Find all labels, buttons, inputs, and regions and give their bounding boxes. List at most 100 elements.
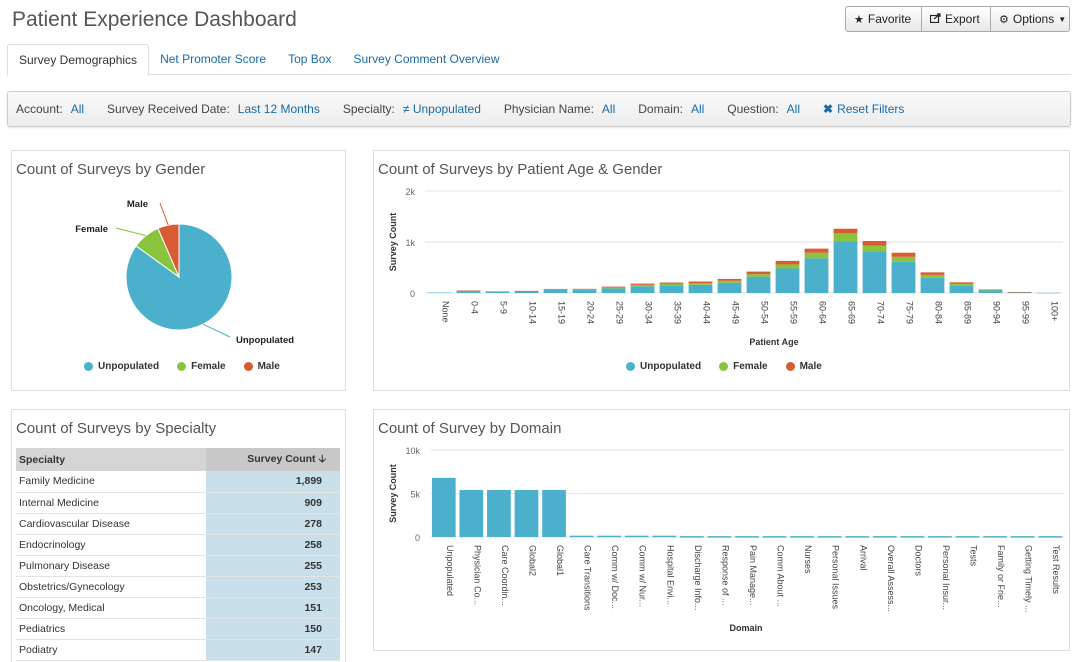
domain-bar[interactable] [597, 535, 622, 538]
domain-bar[interactable] [983, 536, 1007, 538]
column-header-survey-count[interactable]: Survey Count 🡣 [206, 448, 340, 471]
bar-segment-male[interactable] [862, 240, 887, 246]
domain-bar[interactable] [845, 536, 870, 538]
domain-bar[interactable] [624, 535, 649, 538]
table-row[interactable]: Internal Medicine 909 [16, 492, 340, 514]
favorite-button[interactable]: ★ Favorite [845, 6, 922, 32]
bar-segment-female[interactable] [746, 274, 771, 277]
legend-item-unpopulated[interactable]: Unpopulated [84, 361, 159, 372]
bar-segment-female[interactable] [862, 245, 887, 252]
options-button[interactable]: ⚙ Options ▼ [990, 6, 1070, 32]
domain-bar[interactable] [707, 536, 732, 538]
bar-segment-unpopulated[interactable] [659, 285, 684, 293]
domain-bar[interactable] [431, 477, 456, 537]
bar-segment-female[interactable] [572, 289, 597, 290]
bar-segment-female[interactable] [601, 287, 626, 289]
bar-segment-unpopulated[interactable] [630, 286, 655, 293]
bar-segment-female[interactable] [920, 274, 945, 278]
bar-segment-male[interactable] [717, 278, 742, 281]
bar-segment-male[interactable] [485, 291, 510, 292]
bar-segment-male[interactable] [920, 272, 945, 275]
bar-segment-female[interactable] [891, 256, 916, 262]
domain-bar[interactable] [680, 536, 704, 538]
filter-value[interactable]: All [690, 102, 705, 116]
domain-bar[interactable] [817, 536, 842, 538]
bar-segment-male[interactable] [630, 283, 655, 285]
bar-segment-unpopulated[interactable] [891, 261, 916, 293]
legend-item-male[interactable]: Male [785, 361, 822, 372]
table-row[interactable]: Obstetrics/Gynecology 253 [16, 576, 340, 598]
bar-segment-male[interactable] [456, 290, 481, 292]
table-row[interactable]: Oncology, Medical 151 [16, 597, 340, 619]
filter-value[interactable]: All [786, 102, 801, 116]
bar-segment-unpopulated[interactable] [833, 241, 858, 293]
bar-segment-unpopulated[interactable] [949, 285, 974, 293]
bar-segment-female[interactable] [717, 280, 742, 283]
bar-segment-male[interactable] [688, 281, 713, 284]
bar-segment-unpopulated[interactable] [775, 268, 800, 293]
domain-bar[interactable] [735, 536, 759, 538]
bar-segment-male[interactable] [659, 282, 684, 284]
bar-segment-female[interactable] [978, 289, 1003, 291]
table-row[interactable]: Family Medicine 1,899 [16, 471, 340, 493]
legend-item-female[interactable]: Female [177, 361, 226, 372]
table-row[interactable]: Podiatry 147 [16, 639, 340, 661]
bar-segment-unpopulated[interactable] [920, 277, 945, 293]
table-row[interactable]: Pediatrics 150 [16, 618, 340, 640]
bar-segment-unpopulated[interactable] [746, 276, 771, 293]
domain-bar[interactable] [955, 536, 980, 538]
bar-segment-unpopulated[interactable] [862, 251, 887, 293]
filter-value[interactable]: All [601, 102, 616, 116]
bar-segment-male[interactable] [543, 288, 568, 290]
domain-bar[interactable] [514, 490, 539, 537]
bar-segment-unpopulated[interactable] [717, 282, 742, 293]
column-header-specialty[interactable]: Specialty [16, 448, 206, 471]
bar-segment-female[interactable] [659, 283, 684, 286]
domain-bar[interactable] [487, 490, 511, 537]
bar-segment-unpopulated[interactable] [543, 289, 568, 293]
legend-item-male[interactable]: Male [243, 361, 280, 372]
filter-value[interactable]: Last 12 Months [237, 102, 320, 116]
bar-segment-male[interactable] [775, 260, 800, 265]
legend-item-unpopulated[interactable]: Unpopulated [626, 361, 701, 372]
tab-survey-comment-overview[interactable]: Survey Comment Overview [353, 52, 500, 66]
tab-net-promoter-score[interactable]: Net Promoter Score [160, 52, 267, 66]
bar-segment-female[interactable] [775, 264, 800, 269]
export-button[interactable]: Export [921, 6, 991, 32]
bar-segment-unpopulated[interactable] [1007, 292, 1032, 293]
bar-segment-unpopulated[interactable] [688, 284, 713, 293]
bar-segment-male[interactable] [949, 282, 974, 284]
bar-segment-female[interactable] [804, 252, 829, 259]
bar-segment-male[interactable] [572, 288, 597, 290]
domain-bar[interactable] [900, 536, 925, 538]
bar-segment-male[interactable] [514, 290, 539, 292]
bar-segment-unpopulated[interactable] [804, 258, 829, 293]
tab-top-box[interactable]: Top Box [288, 52, 332, 66]
domain-bar[interactable] [459, 490, 484, 537]
table-row[interactable]: Cardiovascular Disease 278 [16, 513, 340, 535]
domain-bar[interactable] [762, 536, 787, 538]
domain-bar[interactable] [790, 536, 814, 538]
bar-segment-female[interactable] [833, 233, 858, 242]
bar-segment-female[interactable] [688, 283, 713, 285]
reset-filters-button[interactable]: ✖ Reset Filters [823, 102, 904, 116]
domain-bar[interactable] [872, 536, 897, 538]
filter-value[interactable]: All [70, 102, 85, 116]
bar-segment-male[interactable] [891, 252, 916, 257]
bar-segment-unpopulated[interactable] [601, 288, 626, 293]
bar-segment-male[interactable] [978, 289, 1003, 290]
domain-bar[interactable] [1010, 536, 1035, 538]
bar-segment-male[interactable] [833, 228, 858, 234]
domain-bar[interactable] [1038, 536, 1063, 538]
bar-segment-male[interactable] [746, 271, 771, 275]
domain-bar[interactable] [928, 536, 952, 538]
table-row[interactable]: Pulmonary Disease 255 [16, 555, 340, 577]
legend-item-female[interactable]: Female [719, 361, 768, 372]
bar-segment-unpopulated[interactable] [1036, 292, 1061, 294]
bar-segment-male[interactable] [1007, 291, 1032, 293]
bar-segment-female[interactable] [543, 289, 568, 290]
tab-survey-demographics[interactable]: Survey Demographics [7, 44, 150, 76]
bar-segment-unpopulated[interactable] [514, 291, 539, 293]
domain-bar[interactable] [652, 535, 677, 538]
bar-segment-unpopulated[interactable] [978, 290, 1003, 293]
